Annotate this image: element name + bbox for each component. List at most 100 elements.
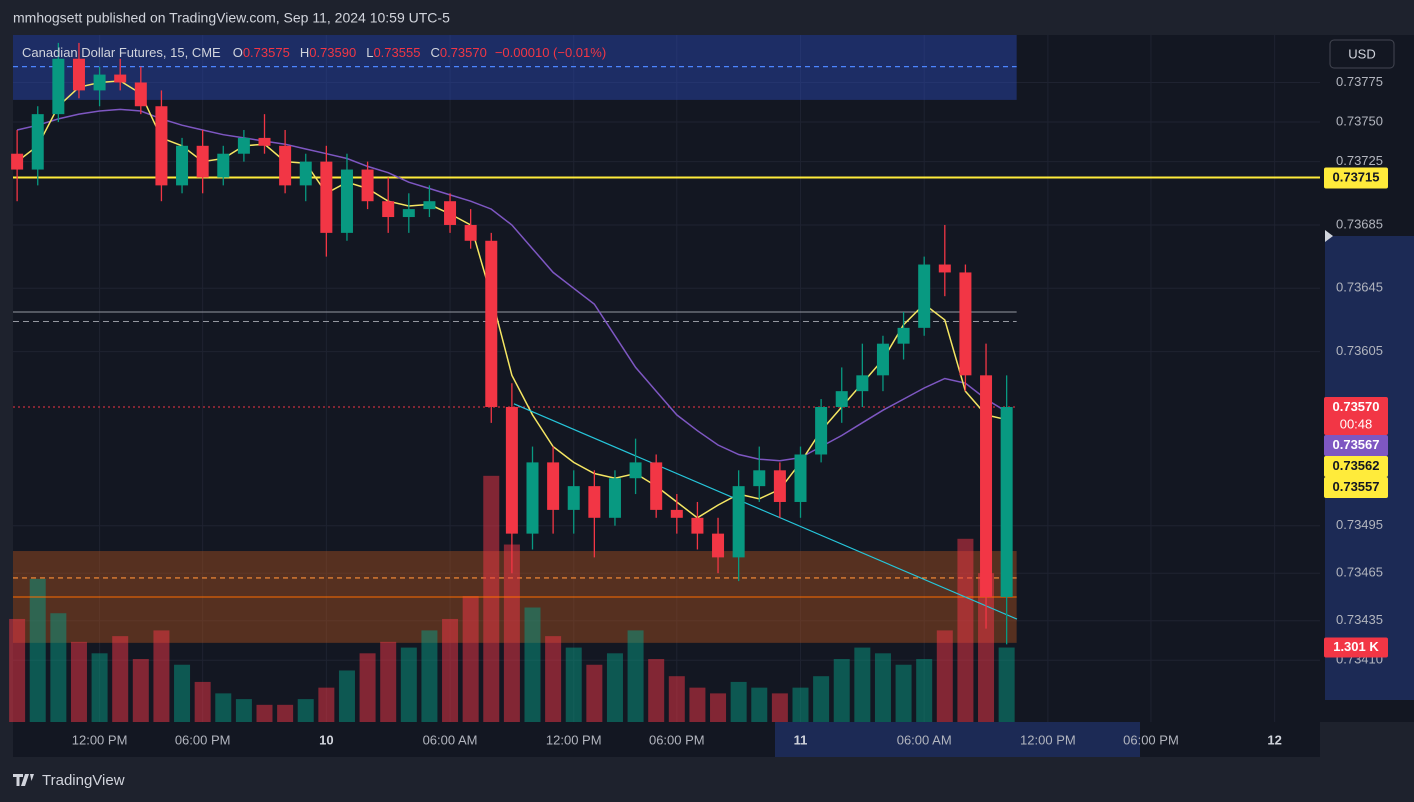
candle-body	[959, 272, 972, 376]
price-label-box	[1324, 476, 1388, 498]
candle-body	[31, 114, 44, 170]
volume-label-box	[1324, 637, 1388, 658]
price-label: 0.73567	[1333, 437, 1380, 452]
volume-bar	[565, 647, 582, 722]
volume-bar	[442, 618, 459, 722]
candle-body	[155, 106, 168, 186]
candle-body	[1000, 406, 1013, 597]
currency-button[interactable]	[1329, 39, 1395, 69]
x-tick-label: 06:00 AM	[423, 732, 478, 747]
candle-body	[691, 517, 704, 534]
y-tick-label: 0.73605	[1336, 343, 1383, 358]
volume-bar	[132, 659, 149, 722]
volume-bar	[936, 630, 953, 722]
volume-bar	[874, 653, 891, 722]
candle-body	[670, 509, 683, 518]
x-tick-label: 12:00 PM	[546, 732, 602, 747]
candle-body	[547, 462, 560, 510]
price-label-box	[1324, 434, 1388, 456]
volume-bar	[297, 699, 314, 722]
y-tick-label: 0.73725	[1336, 153, 1383, 168]
price-label-box	[1324, 167, 1388, 189]
volume-bar	[916, 659, 933, 722]
volume-bar	[792, 687, 809, 722]
volume-bar	[9, 618, 26, 722]
volume-bar	[215, 693, 232, 722]
volume-bar	[462, 596, 479, 722]
candle-body	[588, 486, 601, 518]
candle-body	[299, 161, 312, 186]
price-label-box	[1324, 396, 1388, 435]
volume-bar	[998, 647, 1015, 722]
volume-bar	[174, 664, 191, 722]
volume-bar	[668, 676, 685, 722]
moving-average	[16, 108, 1007, 462]
candle-body	[815, 406, 828, 455]
volume-bar	[503, 544, 520, 722]
candle-body	[114, 74, 127, 83]
volume-bar	[483, 475, 500, 722]
volume-bar	[112, 636, 129, 722]
x-tick-label: 10	[319, 732, 333, 747]
volume-bar	[854, 647, 871, 722]
legend-key: L	[366, 45, 373, 60]
trend-line	[513, 403, 1018, 620]
candle-body	[176, 145, 189, 186]
price-label: 0.73570	[1333, 399, 1380, 414]
candle-body	[567, 486, 580, 510]
price-label: 0.73562	[1333, 458, 1380, 473]
candle-body	[444, 201, 457, 225]
volume-bar	[153, 630, 170, 722]
candle-body	[217, 153, 230, 178]
candle-body	[52, 58, 65, 115]
volume-bar	[400, 647, 417, 722]
volume-bar	[895, 664, 912, 722]
candle-body	[732, 486, 745, 558]
legend-value: 0.73555	[373, 45, 420, 60]
candle-body	[650, 462, 663, 510]
y-tick-label: 0.73435	[1336, 612, 1383, 627]
candle-body	[402, 209, 415, 218]
candle-body	[794, 454, 807, 502]
x-tick-label: 12	[1267, 732, 1281, 747]
candle-body	[712, 533, 725, 558]
y-tick-label: 0.73750	[1336, 113, 1383, 128]
volume-bar	[91, 653, 108, 722]
volume-bar	[606, 653, 623, 722]
volume-bar	[710, 693, 727, 722]
candle-body	[856, 375, 869, 392]
volume-bar	[70, 641, 87, 722]
y-tick-label: 0.73685	[1336, 216, 1383, 231]
legend-value: 0.73590	[309, 45, 356, 60]
candle-body	[918, 264, 931, 328]
legend-change: −0.00010 (−0.01%)	[495, 45, 606, 60]
volume-bar	[648, 659, 665, 722]
volume-bar	[833, 659, 850, 722]
y-tick-label: 0.73775	[1336, 74, 1383, 89]
volume-bar	[256, 704, 273, 722]
legend-key: C	[430, 45, 439, 60]
candle-body	[361, 169, 374, 202]
legend-title: Canadian Dollar Futures, 15, CME	[22, 45, 221, 60]
volume-bar	[730, 681, 747, 722]
volume-bar	[194, 681, 211, 722]
price-label-box	[1324, 455, 1388, 477]
volume-bar	[771, 693, 788, 722]
legend-key: O	[233, 45, 243, 60]
currency[interactable]: USD	[1348, 46, 1375, 61]
candle-body	[485, 240, 498, 407]
price-label: 0.73715	[1333, 169, 1380, 184]
candle-body	[423, 201, 436, 210]
volume-bar	[813, 676, 830, 722]
candle-body	[608, 478, 621, 518]
candle-body	[526, 462, 539, 534]
candle-body	[237, 137, 250, 154]
countdown: 00:48	[1340, 416, 1373, 431]
candle-body	[464, 224, 477, 241]
volume-bar	[235, 699, 252, 722]
legend-key: H	[300, 45, 309, 60]
legend: Canadian Dollar Futures, 15, CME O0.73575…	[22, 45, 606, 60]
volume-bar	[421, 630, 438, 722]
candle-body	[773, 470, 786, 502]
volume-bar	[29, 578, 46, 722]
